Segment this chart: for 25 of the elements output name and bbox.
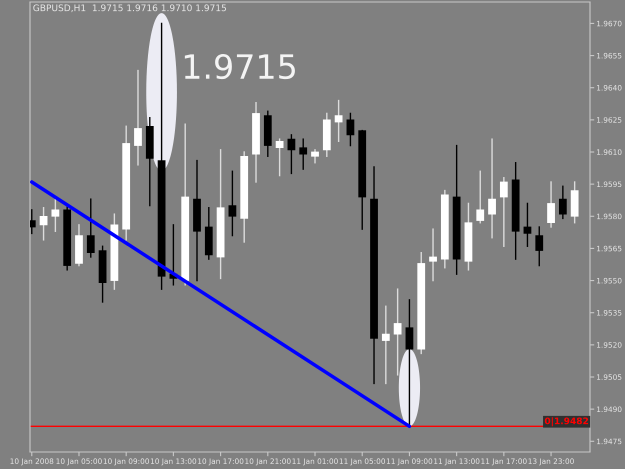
candlestick (394, 288, 402, 376)
candlestick (276, 138, 284, 176)
candlestick (476, 170, 484, 224)
candlestick (299, 138, 308, 170)
candlestick (488, 138, 496, 238)
candlestick (535, 226, 544, 266)
candlestick (406, 299, 414, 427)
candlestick (51, 196, 60, 232)
candlestick (524, 202, 532, 247)
candlestick (288, 134, 296, 174)
candlestick (40, 207, 48, 241)
candlestick (311, 149, 319, 164)
candlestick (382, 306, 390, 384)
candlestick (547, 181, 555, 228)
chart-title: GBPUSD,H1 1.9715 1.9716 1.9710 1.9715 (33, 4, 226, 12)
candlestick (228, 170, 236, 236)
candlestick (429, 228, 437, 282)
candlestick (558, 186, 567, 220)
candlestick (134, 70, 142, 166)
candlestick (86, 198, 95, 258)
candlestick (334, 100, 343, 142)
annotation: 1.9715 (184, 54, 295, 80)
candlestick (500, 177, 508, 247)
ref-line-label: 0|1.9482 (544, 417, 588, 426)
candlestick (346, 112, 354, 146)
